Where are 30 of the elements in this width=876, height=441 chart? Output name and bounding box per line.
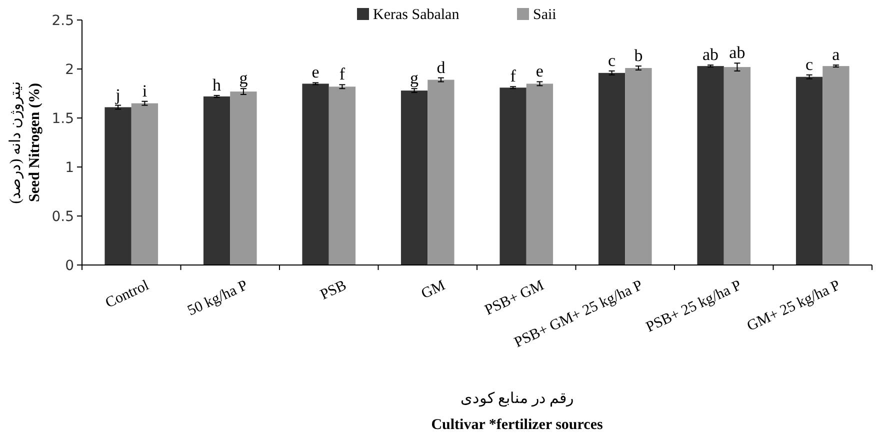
data-label: h (212, 75, 222, 94)
y-tick-label: 2.5 (52, 12, 74, 29)
data-label: e (536, 62, 544, 81)
data-label: f (510, 66, 516, 86)
y-tick-label: 1 (65, 160, 74, 176)
x-tick-label: 50 kg/ha P (185, 278, 250, 320)
data-label: c (608, 50, 616, 70)
legend-label: Saii (533, 7, 556, 23)
x-tick-label: GM (419, 278, 448, 302)
y-tick-label: 1.5 (52, 110, 74, 127)
x-tick-label: PSB+ 25 kg/ha P (644, 278, 744, 336)
data-label: g (410, 68, 420, 88)
data-label: j (114, 85, 120, 104)
data-label: ab (702, 45, 719, 64)
x-tick-label: PSB (318, 278, 350, 304)
data-label: i (142, 81, 148, 100)
y-tick-label: 0 (65, 258, 74, 274)
data-label: d (436, 58, 446, 77)
data-label: a (832, 45, 840, 64)
data-label: b (634, 46, 643, 66)
y-tick-label: 2 (65, 62, 74, 78)
data-label: f (339, 64, 346, 84)
x-tick-label: GM+ 25 kg/ha P (744, 278, 843, 335)
data-label: e (312, 62, 320, 82)
x-tick-label: PSB+ GM (482, 278, 547, 319)
data-label: c (806, 54, 814, 74)
data-label: g (239, 68, 248, 88)
y-tick-label: 0.5 (52, 208, 74, 225)
legend-label: Keras Sabalan (373, 7, 460, 23)
data-label: ab (729, 43, 746, 62)
